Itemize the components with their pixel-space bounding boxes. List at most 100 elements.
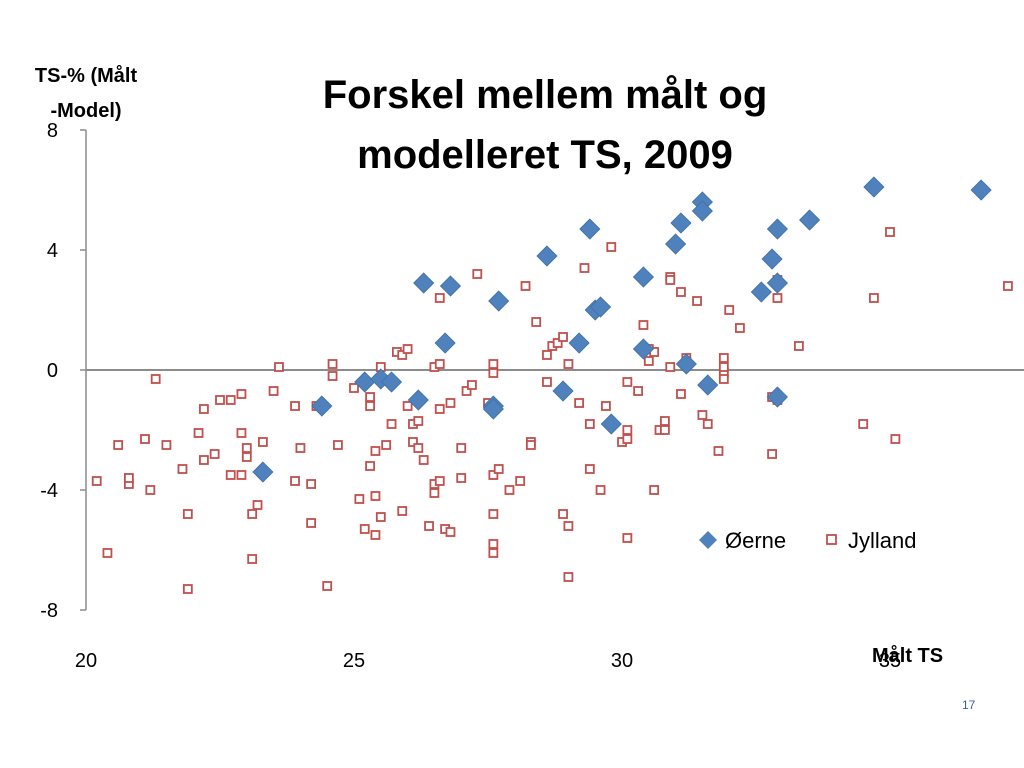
oerne-point <box>970 179 992 201</box>
jylland-point <box>622 533 633 543</box>
x-ticks: 20 25 30 35 <box>75 650 901 672</box>
jylland-point <box>413 443 424 453</box>
jylland-point <box>724 305 735 315</box>
jylland-point <box>665 275 676 285</box>
jylland-point <box>365 401 375 411</box>
oerne-point <box>482 398 504 420</box>
jylland-point <box>252 500 263 510</box>
jylland-point <box>306 518 317 528</box>
jylland-point <box>638 320 649 330</box>
oerne-point <box>632 338 655 360</box>
jylland-point <box>290 401 300 411</box>
page-number: 17 <box>962 698 976 712</box>
jylland-point <box>461 386 472 396</box>
jylland-point <box>702 419 713 429</box>
jylland-point <box>649 485 660 495</box>
oerne-point <box>670 212 692 234</box>
jylland-point <box>659 425 670 435</box>
jylland-point <box>467 380 477 390</box>
jylland-point <box>676 389 686 399</box>
jylland-point <box>381 440 392 450</box>
jylland-point <box>584 464 595 474</box>
jylland-point <box>697 410 708 420</box>
oerne-point <box>675 353 697 375</box>
jylland-point <box>718 374 729 384</box>
jylland-point <box>772 293 783 303</box>
oerne-point <box>632 266 655 288</box>
jylland-point <box>215 395 225 405</box>
oerne-point <box>311 395 333 417</box>
oerne-point <box>407 389 429 411</box>
jylland-point <box>113 440 124 450</box>
jylland-point <box>472 269 483 279</box>
jylland-point <box>735 323 745 333</box>
jylland-point <box>354 494 365 504</box>
jylland-point <box>268 386 279 396</box>
jylland-point <box>520 281 531 291</box>
oerne-point <box>579 218 601 240</box>
jylland-point <box>515 476 526 486</box>
jylland-point <box>408 437 418 447</box>
jylland-point <box>665 362 676 372</box>
jylland-point <box>525 440 536 450</box>
jylland-point <box>445 527 456 537</box>
jylland-point <box>692 296 702 306</box>
jylland-point <box>123 473 134 483</box>
oerne-point <box>750 281 772 303</box>
y-tick-label: -4 <box>40 480 58 502</box>
jylland-point <box>91 476 102 486</box>
jylland-point <box>676 287 686 297</box>
jylland-point <box>552 338 563 348</box>
jylland-point <box>622 377 633 387</box>
jylland-point <box>858 419 869 429</box>
jylland-point <box>558 509 568 519</box>
oerne-point <box>761 248 783 270</box>
jylland-point <box>595 485 606 495</box>
jylland-point <box>488 368 499 378</box>
oerne-point <box>799 209 821 231</box>
jylland-point <box>718 353 729 363</box>
jylland-point <box>579 263 590 273</box>
x-tick-label: 30 <box>611 650 633 672</box>
jylland-point <box>397 506 408 516</box>
jylland-point <box>140 434 150 444</box>
jylland-point <box>542 350 552 360</box>
jylland-point <box>445 398 456 408</box>
jylland-point <box>633 386 643 396</box>
oerne-point <box>766 386 789 408</box>
jylland-point <box>542 377 552 387</box>
jylland-point <box>434 476 445 486</box>
jylland-point <box>365 392 375 402</box>
x-tick-label: 20 <box>75 650 97 672</box>
jylland-point <box>365 461 375 471</box>
jylland-point <box>402 401 413 411</box>
jylland-point <box>322 581 333 591</box>
jylland-point <box>434 359 445 369</box>
jylland-point <box>397 350 408 360</box>
jylland-point <box>418 455 429 465</box>
jylland-point <box>429 488 440 498</box>
jylland-point <box>182 584 193 594</box>
y-axis-title: TS-% (Målt -Model) <box>35 64 138 122</box>
x-tick-label: 25 <box>343 650 365 672</box>
jylland-point <box>257 437 268 447</box>
legend: Øerne Jylland <box>699 528 916 553</box>
jylland-point <box>606 242 617 252</box>
jylland-point <box>386 419 397 429</box>
oerne-point <box>863 176 885 198</box>
oerne-point <box>766 272 789 294</box>
jylland-point <box>274 362 284 372</box>
jylland-point <box>349 383 359 393</box>
jylland-point <box>161 440 172 450</box>
jylland-point <box>488 548 499 558</box>
oerne-point <box>439 275 462 297</box>
jylland-point <box>434 293 445 303</box>
jylland-point <box>1003 281 1013 291</box>
jylland-point <box>601 401 611 411</box>
oerne-point <box>766 218 789 240</box>
oerne-point <box>600 413 622 435</box>
jylland-point <box>241 452 252 462</box>
x-tick-label: 35 <box>879 650 901 672</box>
y-tick-label: 4 <box>47 240 58 262</box>
